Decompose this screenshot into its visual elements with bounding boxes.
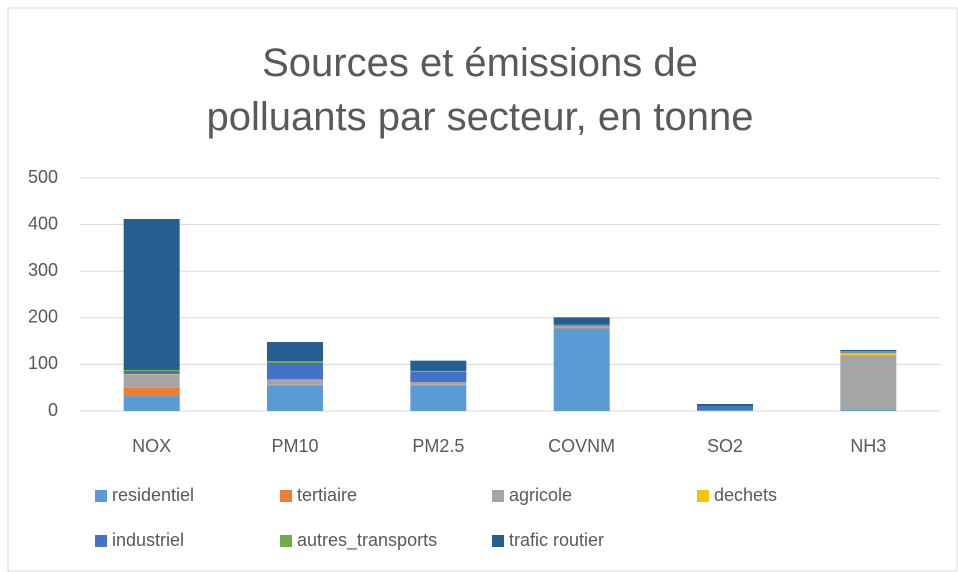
legend-label: trafic routier bbox=[509, 530, 604, 550]
bar-segment bbox=[840, 410, 897, 411]
bar-segment bbox=[267, 361, 323, 364]
bar-segment bbox=[553, 326, 610, 329]
x-tick-label: SO2 bbox=[707, 436, 743, 456]
bar-segment bbox=[697, 404, 753, 407]
x-tick-label: COVNM bbox=[548, 436, 615, 456]
bar-segment bbox=[410, 385, 467, 411]
bar-segment bbox=[123, 396, 180, 411]
chart-title: Sources et émissions de polluants par se… bbox=[206, 41, 754, 139]
legend-label: residentiel bbox=[112, 485, 194, 505]
legend-swatch bbox=[280, 535, 292, 547]
legend-label: dechets bbox=[714, 485, 777, 505]
bar-segment bbox=[697, 406, 753, 411]
legend-swatch bbox=[492, 490, 504, 502]
bar-segment bbox=[840, 351, 897, 353]
y-tick-label: 0 bbox=[48, 400, 58, 420]
bar-segment bbox=[267, 342, 323, 362]
bar-segment bbox=[410, 382, 467, 385]
legend-label: agricole bbox=[509, 485, 572, 505]
bar-segment bbox=[123, 370, 180, 375]
y-tick-label: 400 bbox=[28, 213, 58, 233]
bar-segment bbox=[267, 384, 323, 386]
bar-segment bbox=[123, 387, 180, 397]
x-tick-label: NOX bbox=[132, 436, 171, 456]
bar-segment bbox=[553, 325, 610, 327]
bar-segment bbox=[840, 355, 897, 411]
legend-swatch bbox=[697, 490, 709, 502]
bar-segment bbox=[410, 360, 467, 371]
bar-segment bbox=[840, 352, 897, 356]
bar-segment bbox=[697, 410, 753, 411]
bar-segment bbox=[267, 385, 323, 411]
bar-segment bbox=[123, 374, 180, 388]
legend-swatch bbox=[280, 490, 292, 502]
bar-segment bbox=[410, 371, 467, 383]
bar-segment bbox=[123, 369, 180, 371]
legend-label: industriel bbox=[112, 530, 184, 550]
y-tick-label: 300 bbox=[28, 260, 58, 280]
y-tick-label: 500 bbox=[28, 167, 58, 187]
y-tick-label: 200 bbox=[28, 307, 58, 327]
legend-swatch bbox=[95, 490, 107, 502]
x-tick-label: PM2.5 bbox=[412, 436, 464, 456]
bar-segment bbox=[553, 328, 610, 411]
legend-swatch bbox=[95, 535, 107, 547]
bar-segment bbox=[267, 379, 323, 385]
bar-segment bbox=[410, 370, 467, 372]
bar-segment bbox=[123, 219, 180, 370]
chart-border bbox=[7, 7, 958, 572]
y-tick-label: 100 bbox=[28, 353, 58, 373]
bar-segment bbox=[410, 384, 467, 386]
bar-segment bbox=[267, 363, 323, 380]
legend-label: autres_transports bbox=[297, 530, 437, 551]
x-tick-label: PM10 bbox=[271, 436, 318, 456]
legend-label: tertiaire bbox=[297, 485, 357, 505]
bar-segment bbox=[840, 349, 897, 352]
bar-segment bbox=[553, 317, 610, 325]
legend-swatch bbox=[492, 535, 504, 547]
x-tick-label: NH3 bbox=[850, 436, 886, 456]
